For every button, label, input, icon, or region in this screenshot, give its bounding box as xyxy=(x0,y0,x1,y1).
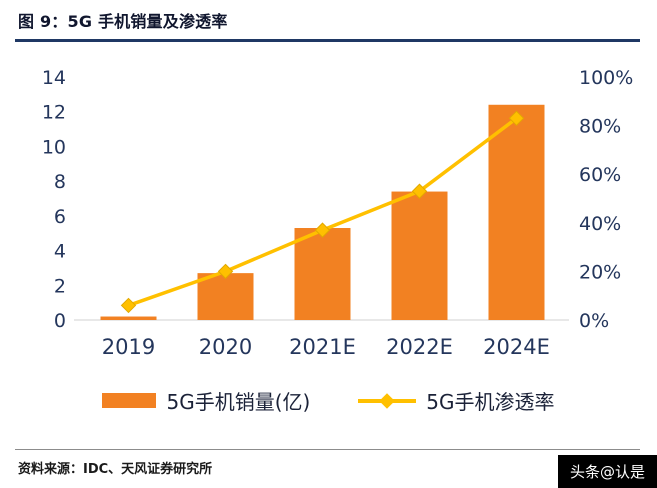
right-axis-tick: 60% xyxy=(579,164,621,186)
figure-title: 图 9：5G 手机销量及渗透率 xyxy=(18,12,228,31)
diamond-marker-2022E xyxy=(411,183,428,199)
right-axis-tick: 40% xyxy=(579,213,621,235)
left-axis-tick: 4 xyxy=(54,241,66,263)
legend-label-sales: 5G手机销量(亿) xyxy=(166,390,311,414)
watermark-text: 头条@认是 xyxy=(569,463,645,481)
legend-label-penetration: 5G手机渗透率 xyxy=(426,390,555,414)
right-axis-tick: 20% xyxy=(579,261,621,283)
x-axis-label: 2020 xyxy=(199,335,252,359)
left-axis-tick: 8 xyxy=(54,171,66,193)
diamond-marker-2020 xyxy=(217,263,234,280)
diamond-marker-2021E xyxy=(314,222,331,238)
figure-header: 图 9：5G 手机销量及渗透率 xyxy=(15,0,640,42)
left-axis-tick: 0 xyxy=(54,310,66,332)
diamond-marker-2019 xyxy=(120,297,137,314)
bar-2024E xyxy=(488,104,545,320)
left-axis-tick: 14 xyxy=(42,67,66,89)
combo-chart: 0 2 4 6 8 10 12 14 0% 20% 40% 60% 80% 100% 2019 2020 202… xyxy=(42,67,634,359)
left-axis-tick: 12 xyxy=(42,102,66,124)
chart-area: 0 2 4 6 8 10 12 14 0% 20% 40% 60% 80% 100% 2019 2020 202… xyxy=(0,42,657,387)
bar-2019 xyxy=(100,316,157,320)
legend-item-penetration: 5G手机渗透率 xyxy=(358,386,555,415)
right-axis-tick: 0% xyxy=(579,310,609,332)
legend-item-sales: 5G手机销量(亿) xyxy=(102,386,310,415)
x-axis-label: 2019 xyxy=(102,335,155,359)
legend-line-swatch-icon xyxy=(358,392,417,409)
right-axis-tick: 100% xyxy=(579,67,633,89)
bar-2022E xyxy=(391,191,448,320)
figure-footer: 资料来源：IDC、天风证券研究所 xyxy=(15,449,640,488)
legend-bar-swatch-icon xyxy=(102,393,157,408)
left-axis-tick: 2 xyxy=(54,275,66,297)
x-axis-label: 2022E xyxy=(386,335,453,359)
legend-diamond-icon xyxy=(379,392,396,409)
bar-2020 xyxy=(197,273,254,320)
source-text: 资料来源：IDC、天风证券研究所 xyxy=(18,462,213,477)
x-axis-label: 2021E xyxy=(289,335,356,359)
chart-legend: 5G手机销量(亿) 5G手机渗透率 xyxy=(0,386,657,415)
x-axis-label: 2024E xyxy=(483,335,550,359)
left-axis-tick: 6 xyxy=(54,206,66,228)
right-axis-tick: 80% xyxy=(579,116,621,138)
diamond-marker-2024E xyxy=(508,110,525,127)
watermark-badge: 头条@认是 xyxy=(557,455,657,488)
bar-2021E xyxy=(294,228,351,320)
left-axis-tick: 10 xyxy=(42,136,66,158)
